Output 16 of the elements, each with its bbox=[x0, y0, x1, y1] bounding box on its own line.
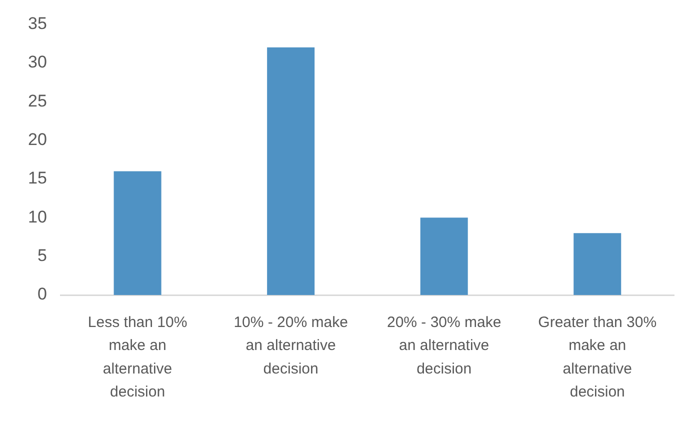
x-tick-label: 10% - 20% make an alternative decision bbox=[234, 314, 348, 378]
x-tick-label: Greater than 30% make an alternative decision bbox=[538, 314, 657, 401]
y-tick-label: 5 bbox=[37, 246, 47, 265]
y-tick-label: 15 bbox=[28, 168, 47, 188]
bar bbox=[267, 47, 315, 295]
y-tick-label: 20 bbox=[28, 130, 47, 149]
y-tick-label: 0 bbox=[37, 284, 47, 304]
bar bbox=[574, 233, 622, 295]
bar bbox=[114, 171, 162, 295]
x-tick-label: 20% - 30% make an alternative decision bbox=[386, 314, 502, 378]
y-tick-label: 10 bbox=[28, 207, 47, 226]
x-tick-label: Less than 10% make an alternative decision bbox=[88, 314, 188, 401]
y-tick-label: 35 bbox=[28, 14, 47, 33]
y-tick-label: 25 bbox=[28, 91, 47, 110]
bar bbox=[420, 218, 468, 295]
y-tick-label: 30 bbox=[28, 52, 47, 72]
